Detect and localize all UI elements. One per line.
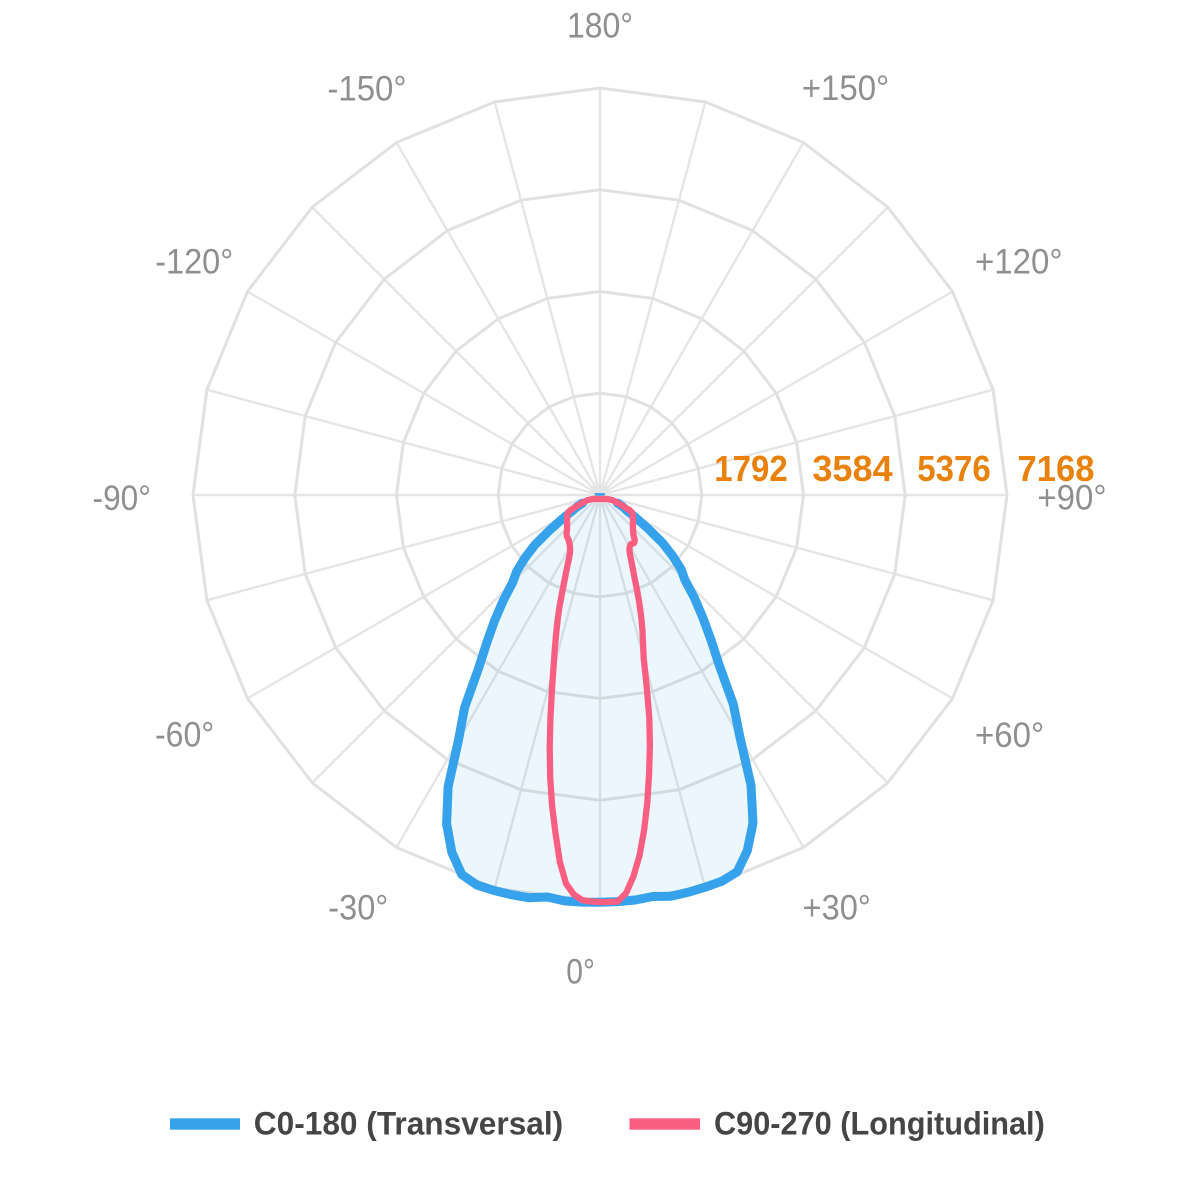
svg-text:C0-180 (Transversal): C0-180 (Transversal)	[254, 1106, 563, 1142]
svg-text:+30°: +30°	[803, 887, 871, 927]
svg-text:C90-270 (Longitudinal): C90-270 (Longitudinal)	[714, 1106, 1045, 1142]
svg-text:-120°: -120°	[155, 241, 233, 281]
svg-text:+120°: +120°	[975, 242, 1063, 282]
svg-text:-60°: -60°	[155, 714, 214, 754]
svg-text:7168: 7168	[1018, 448, 1095, 489]
svg-text:+90°: +90°	[1037, 477, 1106, 517]
svg-text:180°: 180°	[567, 5, 633, 45]
svg-text:1792: 1792	[714, 448, 787, 489]
svg-text:-150°: -150°	[327, 68, 406, 108]
svg-text:3584: 3584	[812, 448, 893, 489]
svg-text:+150°: +150°	[802, 68, 890, 108]
svg-text:0°: 0°	[566, 951, 595, 991]
svg-text:-30°: -30°	[328, 887, 388, 927]
svg-text:-90°: -90°	[93, 478, 151, 518]
svg-text:+60°: +60°	[975, 715, 1044, 755]
svg-text:5376: 5376	[917, 448, 990, 489]
